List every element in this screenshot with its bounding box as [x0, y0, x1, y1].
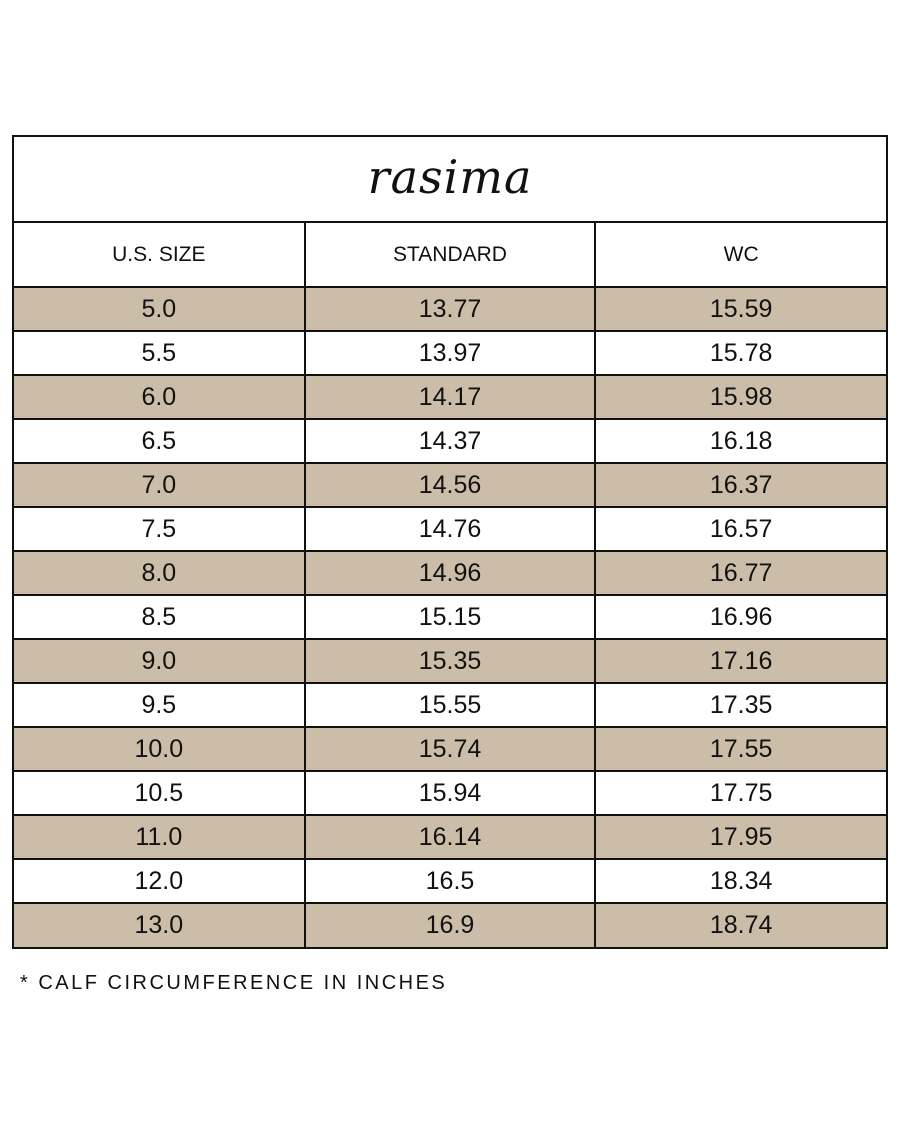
table-row: 6.5 14.37 16.18	[14, 418, 886, 463]
cell-standard: 13.77	[303, 287, 596, 331]
cell-us-size: 8.0	[14, 550, 305, 595]
cell-standard: 16.14	[303, 814, 596, 859]
cell-us-size: 12.0	[14, 858, 305, 903]
cell-standard: 14.76	[303, 506, 596, 551]
table-row: 13.0 16.9 18.74	[14, 902, 886, 947]
table-row: 10.0 15.74 17.55	[14, 726, 886, 771]
cell-wc: 17.16	[594, 638, 886, 683]
cell-wc: 18.74	[594, 902, 886, 947]
table-row: 10.5 15.94 17.75	[14, 770, 886, 815]
cell-standard: 15.94	[303, 770, 596, 815]
table-row: 7.5 14.76 16.57	[14, 506, 886, 551]
table-row: 12.0 16.5 18.34	[14, 858, 886, 903]
column-header-wc: WC	[594, 223, 886, 288]
cell-standard: 15.35	[303, 638, 596, 683]
column-header-standard: STANDARD	[303, 223, 596, 288]
table-row: 11.0 16.14 17.95	[14, 814, 886, 859]
cell-standard: 14.37	[303, 418, 596, 463]
brand-header: rasima	[14, 137, 886, 223]
cell-wc: 18.34	[594, 858, 886, 903]
cell-wc: 16.37	[594, 462, 886, 507]
cell-wc: 17.75	[594, 770, 886, 815]
table-row: 5.5 13.97 15.78	[14, 330, 886, 375]
cell-standard: 14.96	[303, 550, 596, 595]
cell-us-size: 5.5	[14, 330, 305, 375]
cell-standard: 15.74	[303, 726, 596, 771]
cell-standard: 15.15	[303, 594, 596, 639]
table-header-row: U.S. SIZE STANDARD WC	[14, 223, 886, 288]
size-chart: rasima U.S. SIZE STANDARD WC 5.0 13.77 15.…	[12, 135, 888, 949]
cell-standard: 14.56	[303, 462, 596, 507]
table-row: 7.0 14.56 16.37	[14, 462, 886, 507]
brand-logo-text: rasima	[367, 150, 533, 204]
cell-us-size: 9.0	[14, 638, 305, 683]
cell-standard: 14.17	[303, 374, 596, 419]
cell-standard: 15.55	[303, 682, 596, 727]
table-body: 5.0 13.77 15.59 5.5 13.97 15.78 6.0 14.17 15.98 6…	[14, 287, 886, 947]
footnote: * CALF CIRCUMFERENCE IN INCHES	[20, 972, 448, 994]
cell-us-size: 10.5	[14, 770, 305, 815]
cell-wc: 15.78	[594, 330, 886, 375]
cell-standard: 16.9	[303, 902, 596, 947]
cell-wc: 15.59	[594, 287, 886, 331]
cell-wc: 15.98	[594, 374, 886, 419]
cell-us-size: 7.5	[14, 506, 305, 551]
cell-us-size: 7.0	[14, 462, 305, 507]
cell-us-size: 9.5	[14, 682, 305, 727]
cell-us-size: 10.0	[14, 726, 305, 771]
table-row: 5.0 13.77 15.59	[14, 287, 886, 331]
table-row: 9.0 15.35 17.16	[14, 638, 886, 683]
cell-standard: 13.97	[303, 330, 596, 375]
column-header-us-size: U.S. SIZE	[14, 223, 305, 288]
cell-wc: 17.95	[594, 814, 886, 859]
cell-wc: 16.96	[594, 594, 886, 639]
cell-wc: 17.55	[594, 726, 886, 771]
table-row: 9.5 15.55 17.35	[14, 682, 886, 727]
table-row: 6.0 14.17 15.98	[14, 374, 886, 419]
cell-wc: 16.18	[594, 418, 886, 463]
table-row: 8.0 14.96 16.77	[14, 550, 886, 595]
cell-us-size: 8.5	[14, 594, 305, 639]
cell-us-size: 6.5	[14, 418, 305, 463]
cell-us-size: 6.0	[14, 374, 305, 419]
cell-wc: 17.35	[594, 682, 886, 727]
cell-us-size: 13.0	[14, 902, 305, 947]
cell-us-size: 11.0	[14, 814, 305, 859]
size-table: U.S. SIZE STANDARD WC 5.0 13.77 15.59 5.5 13…	[14, 223, 886, 947]
cell-wc: 16.57	[594, 506, 886, 551]
table-row: 8.5 15.15 16.96	[14, 594, 886, 639]
cell-us-size: 5.0	[14, 287, 305, 331]
cell-wc: 16.77	[594, 550, 886, 595]
cell-standard: 16.5	[303, 858, 596, 903]
